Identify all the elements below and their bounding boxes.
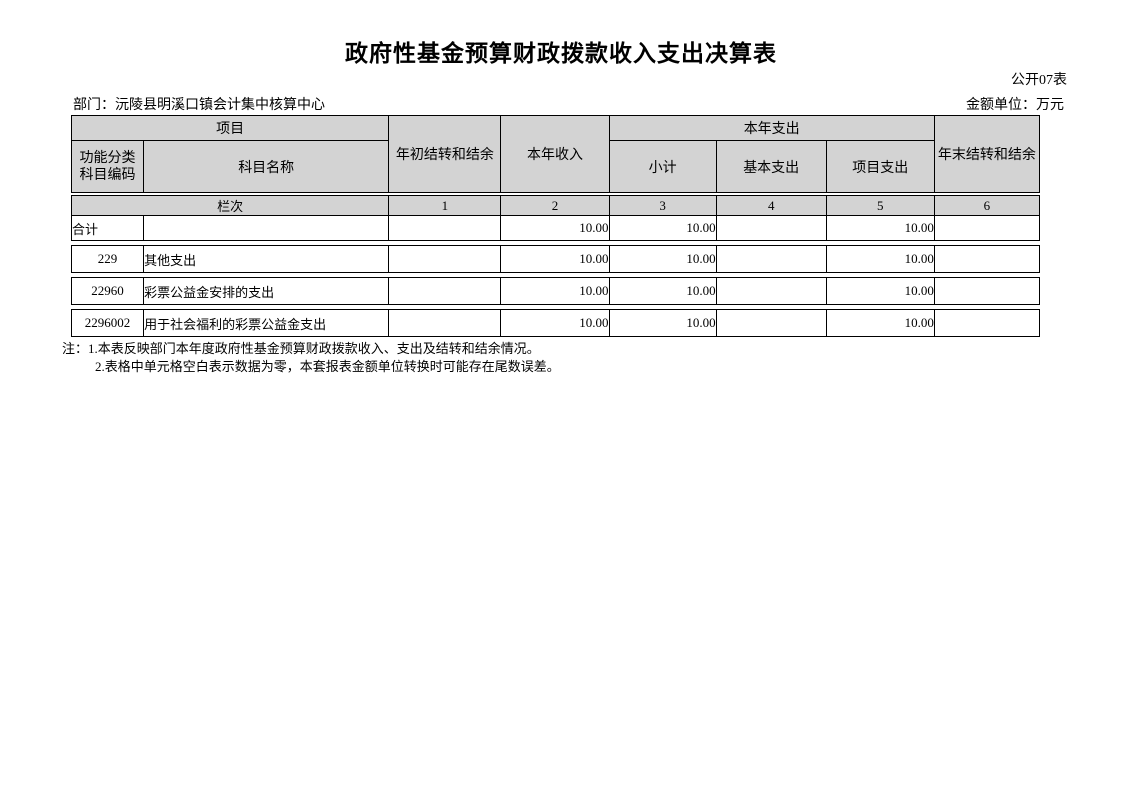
report-table-container: 项目 年初结转和结余 本年收入 本年支出 年末结转和结余 功能分类 科目编码 科… (70, 115, 1041, 337)
cell-subtotal: 10.00 (608, 309, 717, 337)
spacer-row (71, 272, 1040, 278)
header-opening-balance: 年初结转和结余 (388, 115, 502, 193)
form-code-label: 公开07表 (1011, 73, 1067, 88)
column-index-2: 2 (500, 195, 610, 216)
header-function-code: 功能分类 科目编码 (70, 140, 145, 193)
header-closing-balance: 年末结转和结余 (933, 115, 1041, 193)
cell-basic-expenditure (715, 309, 827, 337)
header-subject-name: 科目名称 (143, 140, 390, 193)
column-index-5: 5 (825, 195, 935, 216)
spacer-row (71, 192, 1040, 196)
column-index-6: 6 (933, 195, 1041, 216)
table-row-total: 合计 10.00 10.00 10.00 (70, 215, 1041, 241)
table-row: 22960 彩票公益金安排的支出 10.00 10.00 10.00 (70, 277, 1041, 305)
cell-project-expenditure: 10.00 (825, 277, 935, 305)
cell-project-expenditure: 10.00 (825, 215, 935, 241)
cell-basic-expenditure (715, 277, 827, 305)
department-label: 部门： (73, 98, 115, 113)
cell-subtotal: 10.00 (608, 215, 717, 241)
cell-income: 10.00 (500, 309, 610, 337)
cell-subtotal: 10.00 (608, 245, 717, 273)
table-row: 229 其他支出 10.00 10.00 10.00 (70, 245, 1041, 273)
cell-income: 10.00 (500, 215, 610, 241)
report-table: 项目 年初结转和结余 本年收入 本年支出 年末结转和结余 功能分类 科目编码 科… (70, 115, 1041, 337)
header-current-year-income: 本年收入 (500, 115, 610, 193)
column-index-label: 栏次 (70, 195, 390, 216)
cell-closing-balance (933, 277, 1041, 305)
department-line: 部门：沅陵县明溪口镇会计集中核算中心 (73, 94, 325, 114)
cell-code: 2296002 (70, 309, 145, 337)
column-index-row: 栏次 1 2 3 4 5 6 (70, 195, 1041, 216)
cell-opening-balance (388, 309, 502, 337)
cell-subject-name: 彩票公益金安排的支出 (143, 277, 390, 305)
cell-subject-name: 其他支出 (143, 245, 390, 273)
header-project-expenditure: 项目支出 (825, 140, 935, 193)
header-expenditure-group: 本年支出 (608, 115, 935, 141)
unit-label: 金额单位： (966, 98, 1036, 113)
cell-opening-balance (388, 215, 502, 241)
spacer-row (71, 240, 1040, 246)
footnotes: 注：1.本表反映部门本年度政府性基金预算财政拨款收入、支出及结转和结余情况。 2… (62, 340, 560, 376)
cell-opening-balance (388, 245, 502, 273)
cell-closing-balance (933, 215, 1041, 241)
cell-closing-balance (933, 309, 1041, 337)
cell-subject-name (143, 215, 390, 241)
column-index-1: 1 (388, 195, 502, 216)
cell-project-expenditure: 10.00 (825, 245, 935, 273)
cell-income: 10.00 (500, 277, 610, 305)
footnote-1: 注：1.本表反映部门本年度政府性基金预算财政拨款收入、支出及结转和结余情况。 (62, 341, 540, 356)
cell-project-expenditure: 10.00 (825, 309, 935, 337)
header-subtotal: 小计 (608, 140, 717, 193)
department-name: 沅陵县明溪口镇会计集中核算中心 (115, 98, 325, 113)
cell-income: 10.00 (500, 245, 610, 273)
page-title: 政府性基金预算财政拨款收入支出决算表 (345, 41, 777, 66)
spacer-row (71, 304, 1040, 310)
cell-code: 229 (70, 245, 145, 273)
cell-basic-expenditure (715, 215, 827, 241)
header-basic-expenditure: 基本支出 (715, 140, 827, 193)
column-index-4: 4 (715, 195, 827, 216)
column-index-3: 3 (608, 195, 717, 216)
header-row-columns: 功能分类 科目编码 科目名称 小计 基本支出 项目支出 (70, 140, 1040, 193)
cell-code: 22960 (70, 277, 145, 305)
table-row: 2296002 用于社会福利的彩票公益金支出 10.00 10.00 10.00 (70, 309, 1041, 337)
unit-value: 万元 (1036, 98, 1064, 113)
cell-subtotal: 10.00 (608, 277, 717, 305)
cell-closing-balance (933, 245, 1041, 273)
header-project-group: 项目 (70, 115, 390, 141)
cell-code: 合计 (70, 215, 145, 241)
footnote-2: 2.表格中单元格空白表示数据为零，本套报表金额单位转换时可能存在尾数误差。 (95, 359, 560, 374)
cell-basic-expenditure (715, 245, 827, 273)
unit-line: 金额单位：万元 (966, 94, 1064, 114)
cell-subject-name: 用于社会福利的彩票公益金支出 (143, 309, 390, 337)
header-row-groups: 项目 年初结转和结余 本年收入 本年支出 年末结转和结余 (70, 115, 1041, 193)
cell-opening-balance (388, 277, 502, 305)
